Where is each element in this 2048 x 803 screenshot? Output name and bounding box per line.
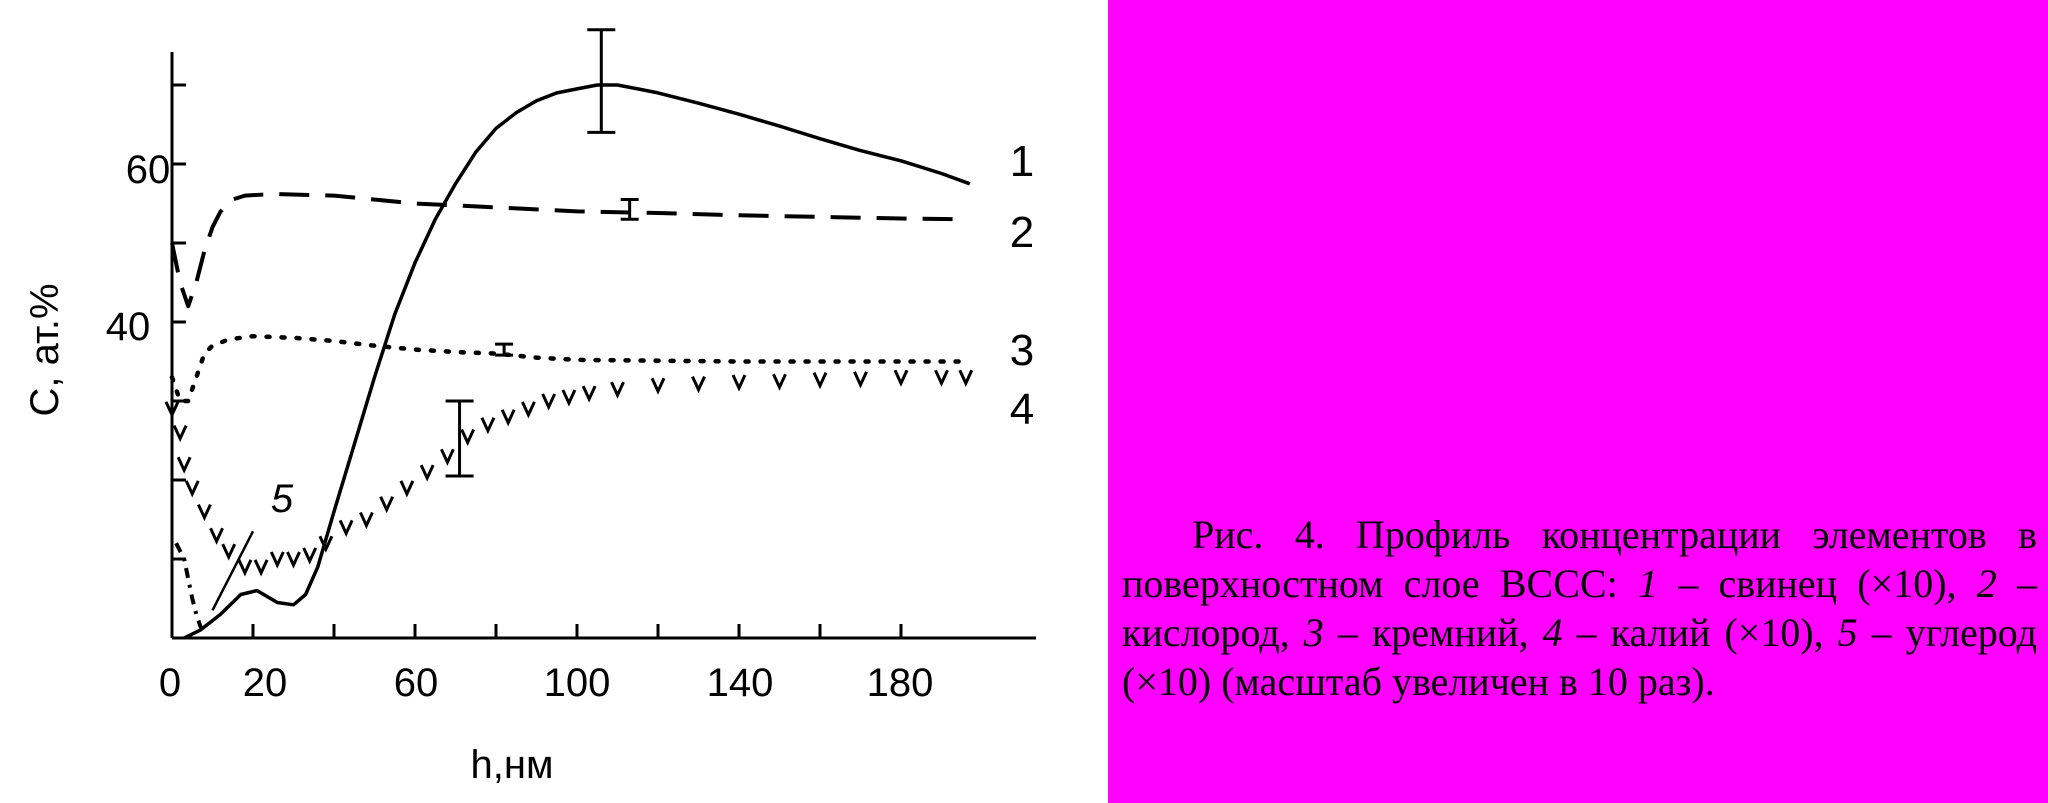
caption-text-b: – свинец (×10), — [1657, 561, 1977, 606]
series-4-marker-26 — [610, 381, 625, 399]
caption-num-1: 1 — [1637, 561, 1658, 606]
series-4-marker-22 — [521, 401, 536, 419]
series-5-leader-line — [211, 530, 255, 611]
series-4-marker-6 — [221, 543, 237, 561]
x-tick-label-100: 100 — [544, 661, 611, 705]
series-4-marker-18 — [440, 448, 455, 466]
caption-panel: Рис. 4. Профиль концентрации элементов в… — [1108, 0, 2048, 803]
caption-num-5: 5 — [1837, 610, 1858, 655]
caption-text-e: – калий (×10), — [1562, 610, 1838, 655]
series-4-marker-9 — [269, 551, 285, 569]
curve-label-4: 4 — [1010, 385, 1034, 434]
series-4-marker-25 — [581, 385, 597, 403]
series-4-marker-8 — [253, 559, 269, 577]
series-4-marker-10 — [286, 551, 301, 569]
series-4-marker-33 — [893, 369, 909, 387]
caption-text-d: – кремний, — [1323, 610, 1543, 655]
series-layer — [164, 83, 974, 640]
series-4-marker-20 — [480, 417, 496, 435]
series-4-marker-17 — [419, 464, 435, 482]
x-tick-label-180: 180 — [867, 661, 934, 705]
series-4-marker-5 — [209, 527, 224, 545]
series-4-marker-1 — [172, 424, 188, 443]
series-4-marker-12 — [318, 535, 334, 553]
series-4-marker-21 — [500, 409, 516, 427]
series-4-marker-23 — [541, 393, 557, 411]
chart: 0 20 60 100 140 180 60 40 h,нм C, ат.% 1… — [23, 28, 1036, 787]
series-4-marker-15 — [379, 496, 395, 514]
x-axis-title: h,нм — [471, 743, 554, 787]
y-axis-title: C, ат.% — [23, 283, 67, 416]
series-4-marker-13 — [338, 519, 354, 537]
series-4-marker-28 — [691, 375, 706, 394]
series-4-marker-30 — [772, 373, 787, 391]
series-4-marker-14 — [359, 511, 374, 530]
series-4-marker-34 — [934, 369, 949, 387]
series-4-marker-3 — [184, 480, 200, 498]
series-4-marker-7 — [237, 559, 253, 577]
x-tick-label-140: 140 — [707, 661, 774, 705]
caption-num-4: 4 — [1542, 610, 1563, 655]
caption-text-c: – кислород, — [1122, 561, 2038, 655]
error-bars — [445, 28, 639, 478]
caption-num-3: 3 — [1303, 610, 1324, 655]
x-tick-label-20: 20 — [243, 661, 288, 705]
caption-text-a: Рис. 4. Профиль концентрации элементов в… — [1122, 512, 2037, 606]
series-4-marker-29 — [731, 374, 747, 392]
y-tick-label-60: 60 — [126, 148, 171, 192]
series-5-line — [174, 542, 207, 635]
series-4-marker-0 — [164, 401, 180, 419]
plot-panel: 0 20 60 100 140 180 60 40 h,нм C, ат.% 1… — [23, 28, 1036, 787]
series-2-line — [170, 192, 966, 309]
series-4-marker-27 — [650, 377, 666, 395]
series-4-marker-32 — [853, 371, 868, 389]
series-4-marker-16 — [399, 480, 415, 498]
series-4-marker-4 — [197, 503, 212, 522]
series-4-marker-19 — [460, 428, 476, 447]
caption-num-2: 2 — [1976, 561, 1997, 606]
x-tick-label-0: 0 — [159, 661, 181, 705]
series-3-line — [169, 333, 969, 404]
series-4-marker-31 — [812, 372, 828, 390]
curve-label-2: 2 — [1010, 208, 1034, 257]
curve-label-5: 5 — [271, 477, 294, 521]
series-4-marker-2 — [176, 456, 192, 474]
figure-caption: Рис. 4. Профиль концентрации элементов в… — [1122, 510, 2037, 706]
series-4-marker-11 — [302, 547, 318, 565]
curve-label-1: 1 — [1010, 137, 1034, 186]
series-4-marker-35 — [958, 369, 974, 387]
x-tick-label-60: 60 — [394, 661, 439, 705]
y-tick-label-40: 40 — [106, 305, 151, 349]
series-4-marker-24 — [561, 389, 577, 407]
series-1-line — [183, 83, 971, 640]
curve-label-3: 3 — [1010, 326, 1034, 375]
axes — [170, 52, 1036, 640]
caption-text-f: – углерод (×10) (масштаб увеличен в 10 р… — [1122, 610, 2037, 704]
